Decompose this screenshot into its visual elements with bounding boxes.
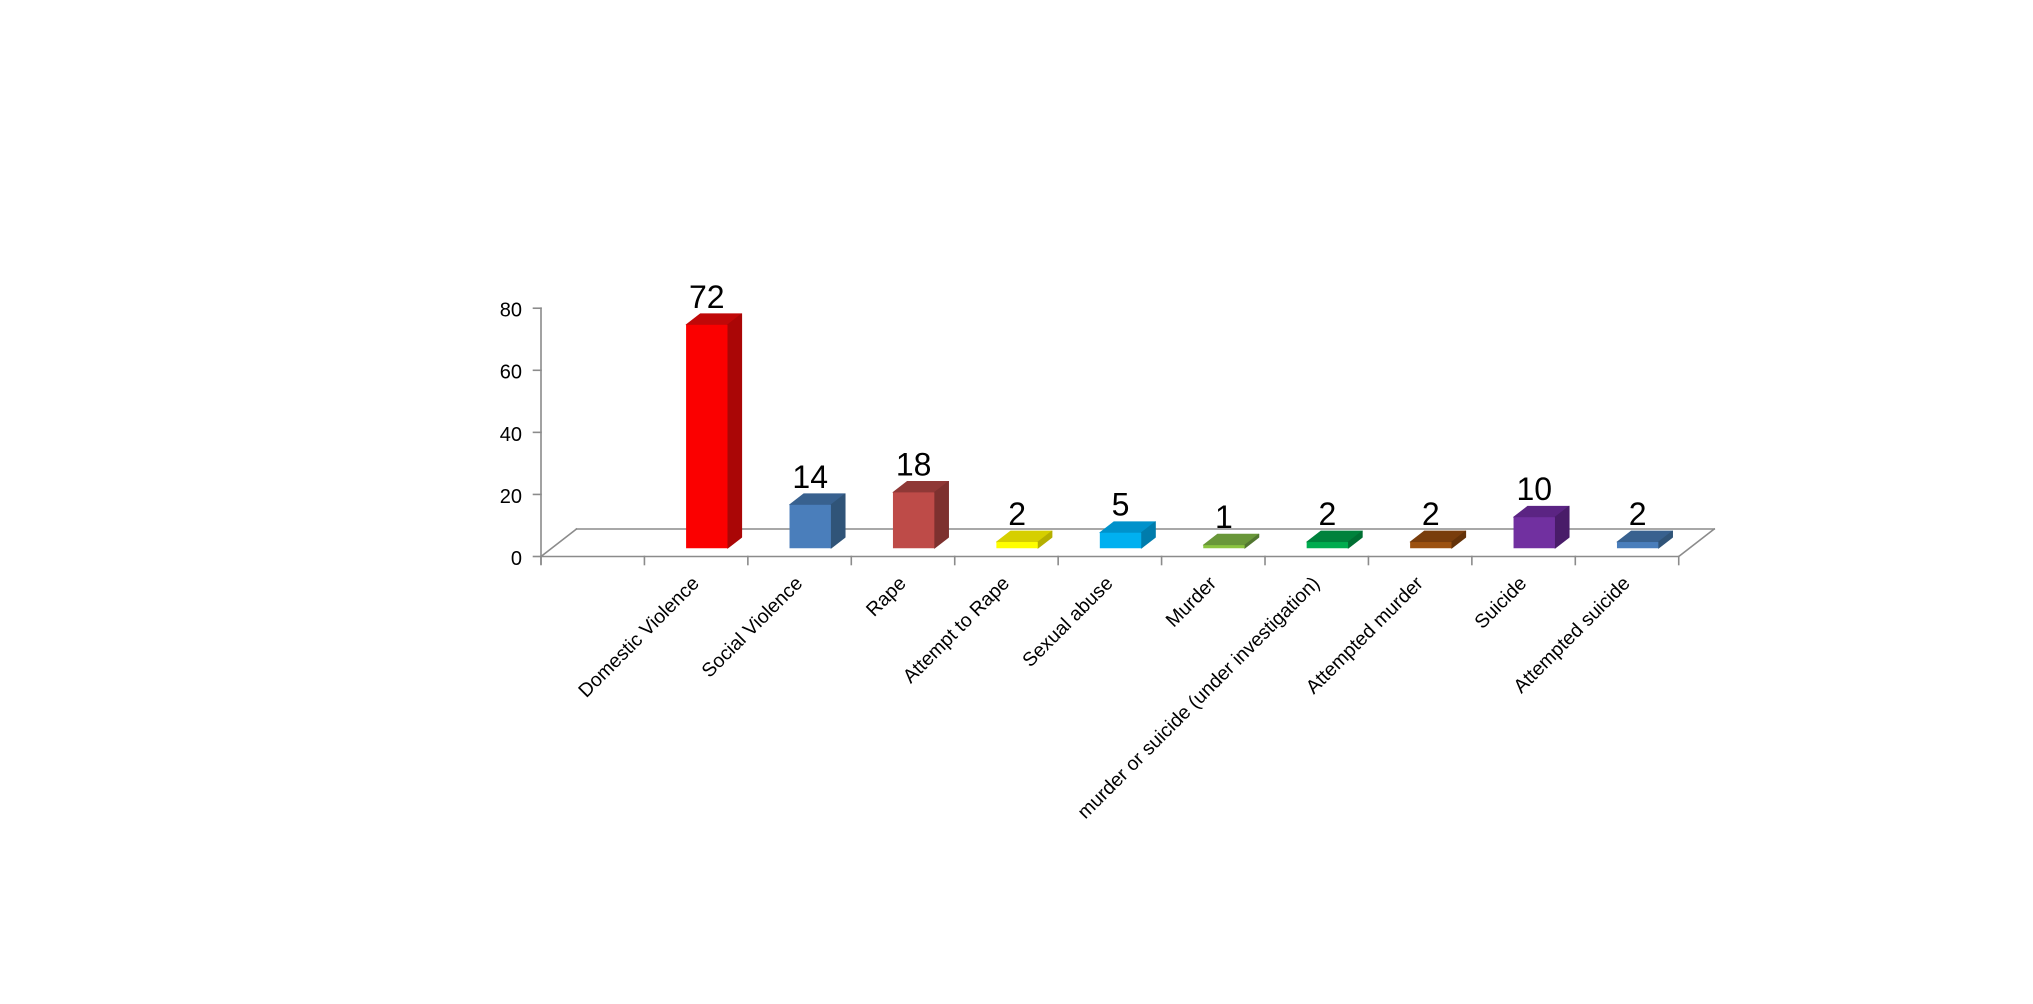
svg-text:2: 2 bbox=[1629, 496, 1647, 532]
svg-text:40: 40 bbox=[500, 424, 522, 446]
svg-text:80: 80 bbox=[500, 300, 522, 322]
svg-text:1: 1 bbox=[1215, 499, 1233, 535]
svg-text:2: 2 bbox=[1008, 496, 1026, 532]
svg-text:2: 2 bbox=[1318, 496, 1336, 532]
svg-text:14: 14 bbox=[792, 459, 828, 495]
svg-text:60: 60 bbox=[500, 362, 522, 384]
svg-text:2: 2 bbox=[1422, 496, 1440, 532]
svg-text:18: 18 bbox=[896, 446, 932, 482]
svg-text:10: 10 bbox=[1516, 471, 1552, 507]
svg-text:5: 5 bbox=[1112, 487, 1130, 523]
svg-text:0: 0 bbox=[511, 548, 522, 570]
svg-text:72: 72 bbox=[689, 279, 725, 315]
svg-text:20: 20 bbox=[500, 486, 522, 508]
